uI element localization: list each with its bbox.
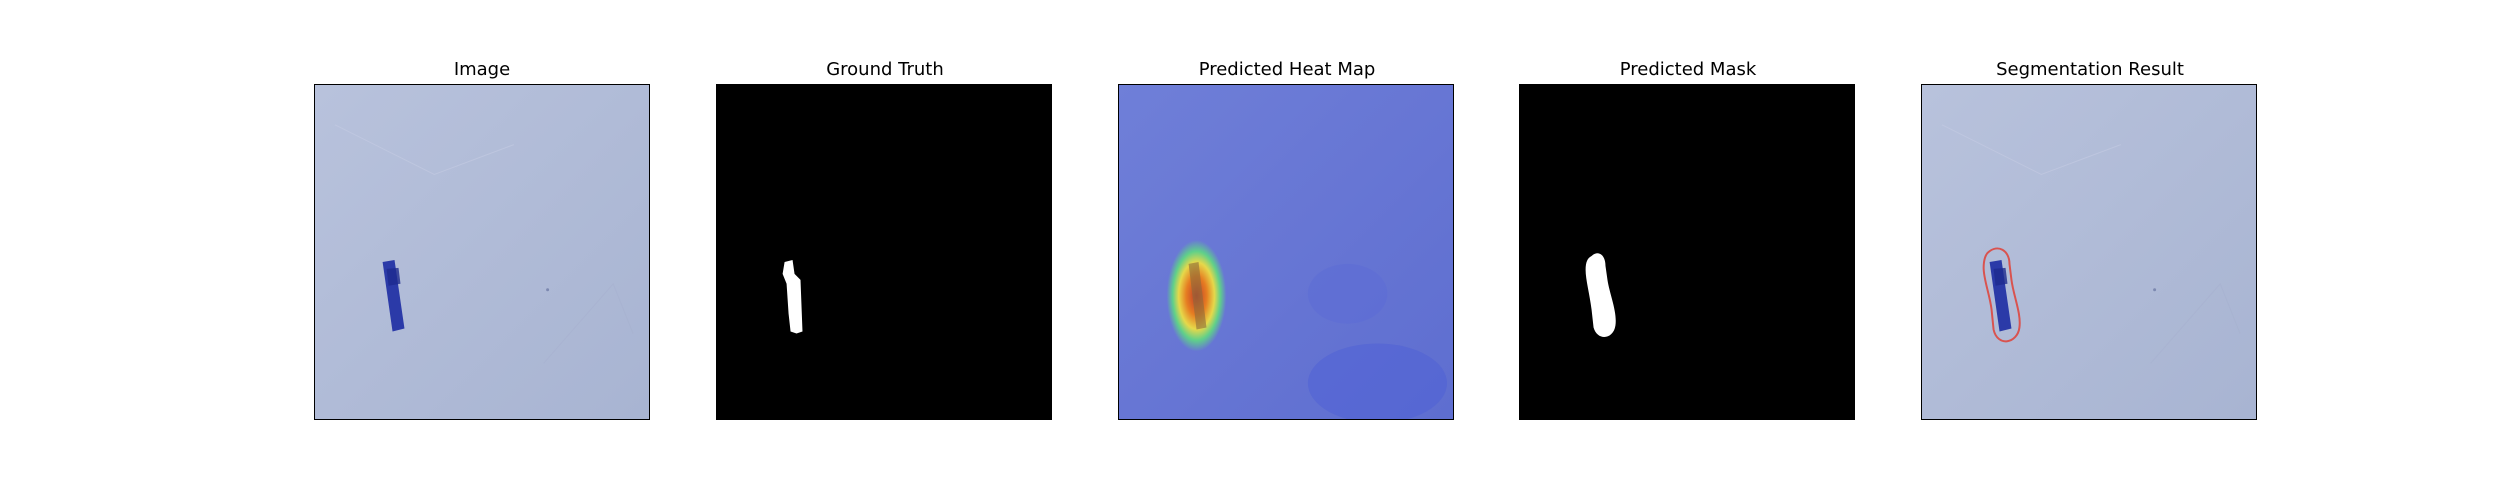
ground-truth-panel <box>716 84 1052 420</box>
input-image <box>315 85 649 419</box>
predicted-mask-region <box>1585 253 1616 338</box>
ground-truth-region <box>782 259 803 334</box>
predicted-mask <box>1520 85 1854 419</box>
predicted-mask-panel <box>1519 84 1855 420</box>
heat-map-panel <box>1118 84 1454 420</box>
panel-title-segmentation: Segmentation Result <box>1996 59 2184 80</box>
panel-title-image: Image <box>453 59 511 80</box>
segmentation-contour <box>1982 247 2021 343</box>
segmentation-result <box>1922 85 2256 419</box>
ground-truth-mask <box>717 85 1051 419</box>
panel-title-predicted-mask: Predicted Mask <box>1619 59 1757 80</box>
panel-title-ground-truth: Ground Truth <box>826 59 944 80</box>
predicted-heat-map <box>1119 85 1453 419</box>
panel-title-heat-map: Predicted Heat Map <box>1198 59 1376 80</box>
segmentation-panel <box>1921 84 2257 420</box>
image-panel <box>314 84 650 420</box>
